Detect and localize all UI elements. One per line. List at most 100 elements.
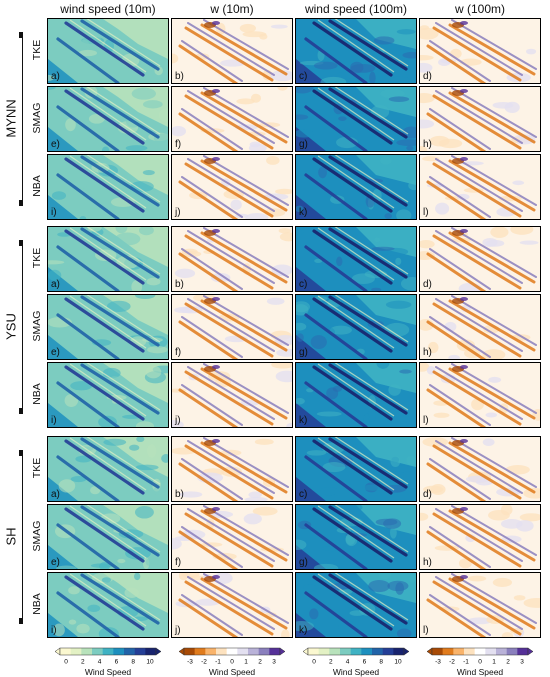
vertical-velocity-map: b) [171, 18, 293, 84]
panel-letter: f) [175, 139, 182, 150]
wind-speed-map: i) [47, 154, 169, 220]
panel-letter: l) [423, 625, 429, 636]
colorbar-swatch [248, 648, 259, 655]
colorbar-extend-high [403, 647, 410, 656]
wind-speed-map: c) [295, 226, 417, 292]
colorbar-tick-label: 0 [64, 659, 68, 666]
wind-speed-map: g) [295, 504, 417, 570]
vertical-velocity-map: h) [419, 294, 541, 360]
vertical-velocity-map: f) [171, 504, 293, 570]
colorbar-swatch [372, 648, 383, 655]
colorbar-swatch [340, 648, 351, 655]
colorbar-tick-label: 2 [258, 659, 262, 666]
row-label: SMAG [31, 310, 43, 342]
colorbar-swatch [496, 648, 507, 655]
colorbar-extend-high [155, 647, 162, 656]
colorbar-swatch [318, 648, 330, 655]
colorbar-swatch [464, 648, 475, 655]
colorbar-swatch [485, 648, 497, 655]
colorbar-tick-label: 4 [98, 659, 102, 666]
row-label: NBA [31, 383, 43, 405]
colorbar-swatch [124, 648, 135, 655]
row-label: SMAG [31, 520, 43, 552]
colorbar-tick-label: 8 [379, 659, 383, 666]
row-label: TKE [31, 457, 43, 479]
colorbar-tick-label: 1 [492, 659, 496, 666]
colorbar-title: Wind Speed [456, 667, 504, 677]
panel-letter: f) [175, 557, 182, 568]
colorbar-tick-label: 2 [506, 659, 510, 666]
wind-speed-map: i) [47, 572, 169, 638]
row-label: NBA [31, 175, 43, 197]
colorbar-tick-label: -1 [463, 659, 469, 666]
colorbar-swatch [81, 648, 93, 655]
colorbar-tick-label: 6 [363, 659, 367, 666]
colorbar-swatch [205, 648, 217, 655]
vertical-velocity-map: b) [171, 226, 293, 292]
group-label: YSU [3, 313, 19, 340]
row-label: TKE [31, 39, 43, 61]
colorbar-swatch [517, 648, 529, 655]
panel-letter: g) [299, 139, 308, 150]
colorbar-swatch [60, 648, 71, 655]
colorbar-tick-label: 2 [81, 659, 85, 666]
panel-letter: l) [423, 415, 429, 426]
vertical-velocity-map: j) [171, 154, 293, 220]
vertical-velocity-map: d) [419, 18, 541, 84]
wind-speed-map: k) [295, 362, 417, 428]
colorbar-swatch [216, 648, 227, 655]
wind-speed-map: e) [47, 294, 169, 360]
colorbar-tick-label: 0 [478, 659, 482, 666]
panel-letter: k) [299, 207, 308, 218]
panel-letter: j) [175, 207, 181, 218]
panel-letter: d) [423, 489, 432, 500]
vertical-velocity-map: l) [419, 362, 541, 428]
panel-letter: b) [175, 71, 184, 82]
panel-letter: h) [423, 557, 432, 568]
wind-speed-map: c) [295, 436, 417, 502]
panel-letter: a) [51, 279, 60, 290]
panel-letter: e) [51, 347, 60, 358]
vertical-velocity-map: f) [171, 86, 293, 152]
colorbar-title: Wind Speed [332, 667, 380, 677]
row-label: SMAG [31, 102, 43, 134]
vertical-velocity-map: j) [171, 362, 293, 428]
vertical-velocity-map: j) [171, 572, 293, 638]
colorbar-swatch [442, 648, 454, 655]
wind-speed-map: a) [47, 436, 169, 502]
panel-letter: a) [51, 489, 60, 500]
colorbar-swatch [258, 648, 270, 655]
colorbar-swatch [194, 648, 206, 655]
panel-letter: g) [299, 557, 308, 568]
colorbar-tick-label: 3 [272, 659, 276, 666]
panel-letter: c) [299, 279, 308, 290]
panel-letter: c) [299, 71, 308, 82]
wind-speed-map: g) [295, 86, 417, 152]
colorbar-swatch [70, 648, 82, 655]
wind-speed-map: k) [295, 572, 417, 638]
vertical-velocity-map: h) [419, 504, 541, 570]
colorbar-tick-label: 10 [394, 659, 402, 666]
colorbar-tick-label: 2 [329, 659, 333, 666]
vertical-velocity-map: l) [419, 572, 541, 638]
group-bracket [22, 34, 23, 204]
colorbar-tick-label: -2 [201, 659, 207, 666]
colorbar: -3 -2 -1 0 1 2 3 Wind Speed [178, 647, 286, 677]
colorbar-extend-low [302, 647, 309, 656]
colorbar-extend-high [279, 647, 286, 656]
colorbar-swatch [237, 648, 249, 655]
colorbar-tick-label: 0 [230, 659, 234, 666]
wind-speed-map: a) [47, 226, 169, 292]
vertical-velocity-map: f) [171, 294, 293, 360]
wind-speed-map: a) [47, 18, 169, 84]
bracket-cap [19, 408, 23, 414]
panel-letter: e) [51, 557, 60, 568]
wind-speed-map: c) [295, 18, 417, 84]
colorbar-swatch [113, 648, 125, 655]
colorbar-swatch [432, 648, 443, 655]
colorbar: 0 2 4 6 8 10 Wind Speed [54, 647, 162, 677]
colorbar-extend-low [54, 647, 61, 656]
colorbar-tick-label: -3 [435, 659, 441, 666]
vertical-velocity-map: l) [419, 154, 541, 220]
